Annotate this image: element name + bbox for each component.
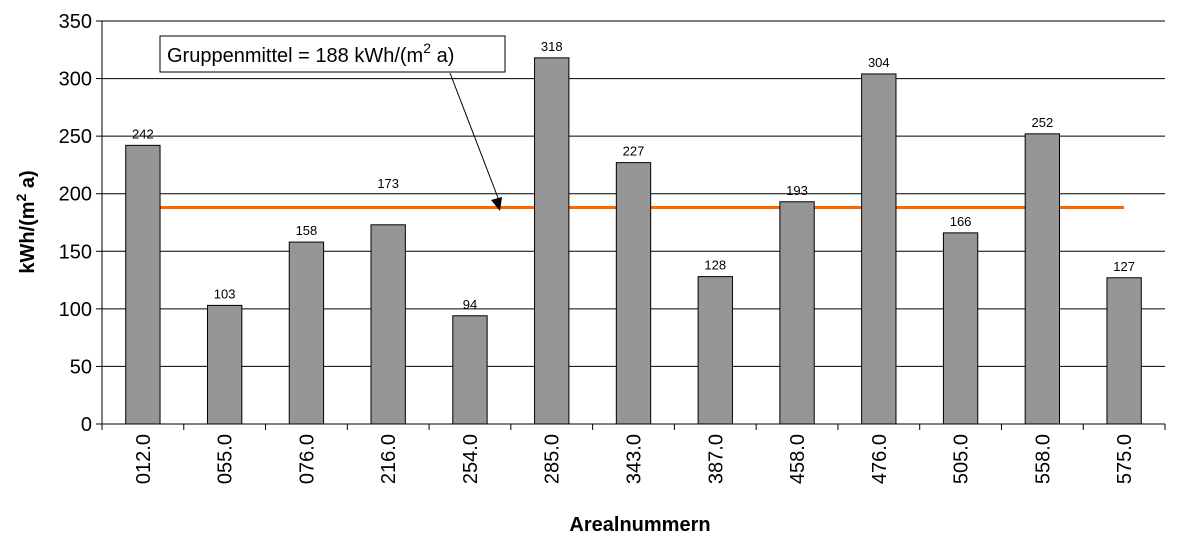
bar	[1106, 277, 1142, 425]
bar	[1024, 133, 1061, 425]
y-tick-label: 0	[81, 414, 92, 436]
bar	[370, 224, 406, 425]
x-tick-label: 343.0	[624, 434, 646, 484]
bar	[125, 144, 161, 425]
bar	[288, 241, 325, 425]
x-tick-label: 558.0	[1032, 434, 1054, 484]
group-mean-annotation: Gruppenmittel = 188 kWh/(m2 a)	[159, 35, 506, 211]
bar	[942, 232, 979, 425]
x-tick-label: 216.0	[378, 434, 400, 484]
bar	[206, 304, 243, 425]
bar	[779, 201, 815, 425]
bar	[452, 315, 488, 425]
annotation-superscript: 2	[423, 40, 431, 56]
data-label: 252	[1031, 115, 1053, 130]
annotation-text: Gruppenmittel = 188 kWh/(m2 a)	[167, 40, 454, 67]
annotation-arrowhead	[491, 197, 502, 211]
data-label: 94	[463, 297, 477, 312]
data-label: 103	[214, 286, 236, 301]
bar	[615, 162, 652, 425]
data-label: 193	[786, 183, 808, 198]
x-tick-label: 055.0	[215, 434, 237, 484]
x-tick-label: 285.0	[542, 434, 564, 484]
data-label: 227	[623, 144, 645, 159]
labels: 0 50 100 150 200 250 300 350 242 012.0 103 055.0 158…	[59, 11, 1136, 484]
data-label: 127	[1113, 259, 1135, 274]
data-label: 242	[132, 126, 154, 141]
bar	[534, 57, 570, 425]
y-tick-label: 350	[59, 11, 92, 33]
data-label: 173	[377, 176, 399, 191]
bar	[697, 276, 733, 425]
annotation-arrow-line	[449, 72, 501, 204]
x-axis-title: Arealnummern	[569, 514, 710, 536]
x-tick-label: 458.0	[787, 434, 809, 484]
data-label: 128	[704, 258, 726, 273]
y-axis-title: kWh/(m2 a)	[13, 170, 39, 273]
x-tick-label: 254.0	[460, 434, 482, 484]
y-tick-label: 200	[59, 184, 92, 206]
data-label: 304	[868, 55, 890, 70]
y-tick-label: 100	[59, 299, 92, 321]
axes	[96, 20, 1166, 430]
x-tick-label: 505.0	[951, 434, 973, 484]
bar	[861, 73, 897, 425]
annotation-text-suffix: a)	[431, 45, 454, 67]
y-tick-label: 300	[59, 69, 92, 91]
x-tick-label: 387.0	[705, 434, 727, 484]
x-tick-label: 076.0	[296, 434, 318, 484]
annotation-text-prefix: Gruppenmittel = 188 kWh/(m	[167, 45, 423, 67]
y-tick-label: 150	[59, 241, 92, 263]
data-label: 166	[950, 214, 972, 229]
y-tick-label: 250	[59, 126, 92, 148]
x-tick-label: 476.0	[869, 434, 891, 484]
annotation-box	[159, 35, 506, 73]
data-label: 158	[296, 223, 318, 238]
y-tick-label: 50	[70, 356, 92, 378]
x-tick-label: 012.0	[133, 434, 155, 484]
data-label: 318	[541, 39, 563, 54]
x-tick-label: 575.0	[1114, 434, 1136, 484]
bars	[125, 57, 1142, 425]
